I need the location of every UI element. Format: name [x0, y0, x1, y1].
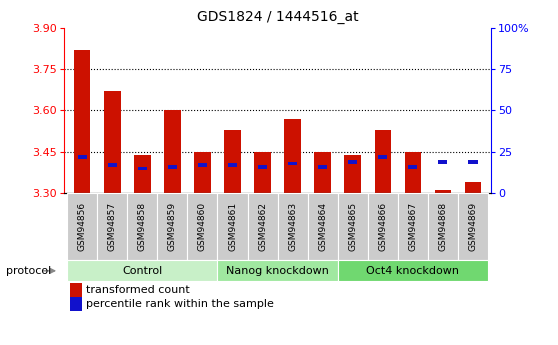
Text: GSM94867: GSM94867: [408, 202, 417, 252]
Bar: [338, 193, 368, 260]
Bar: [374, 130, 391, 193]
Text: GSM94864: GSM94864: [318, 202, 327, 252]
Bar: [187, 193, 218, 260]
Bar: [74, 50, 90, 193]
Text: GSM94865: GSM94865: [348, 202, 357, 252]
Text: GSM94868: GSM94868: [439, 202, 448, 252]
Bar: [67, 193, 97, 260]
Text: GSM94866: GSM94866: [378, 202, 387, 252]
Bar: [194, 152, 211, 193]
Bar: [224, 130, 241, 193]
Bar: [164, 110, 181, 193]
Bar: [198, 163, 207, 167]
Text: GSM94860: GSM94860: [198, 202, 207, 252]
Bar: [108, 163, 117, 167]
Bar: [307, 193, 338, 260]
Bar: [378, 155, 387, 159]
Bar: [97, 193, 127, 260]
Text: Nanog knockdown: Nanog knockdown: [226, 266, 329, 276]
Bar: [344, 155, 361, 193]
Bar: [314, 152, 331, 193]
Bar: [405, 152, 421, 193]
Text: protocol: protocol: [6, 266, 51, 276]
Bar: [168, 165, 177, 168]
Bar: [469, 160, 478, 164]
Bar: [78, 155, 86, 159]
Text: GSM94863: GSM94863: [288, 202, 297, 252]
Bar: [254, 152, 271, 193]
Bar: [285, 119, 301, 193]
Text: Control: Control: [122, 266, 162, 276]
Bar: [348, 160, 357, 164]
Bar: [218, 260, 338, 281]
Text: GSM94861: GSM94861: [228, 202, 237, 252]
Bar: [134, 155, 151, 193]
Bar: [278, 193, 307, 260]
Bar: [157, 193, 187, 260]
Bar: [138, 167, 147, 170]
Bar: [288, 161, 297, 165]
Text: transformed count: transformed count: [86, 285, 190, 295]
Bar: [248, 193, 278, 260]
Text: GSM94856: GSM94856: [78, 202, 86, 252]
Bar: [104, 91, 121, 193]
Text: percentile rank within the sample: percentile rank within the sample: [86, 299, 275, 308]
Text: GSM94857: GSM94857: [108, 202, 117, 252]
Text: GSM94858: GSM94858: [138, 202, 147, 252]
Bar: [228, 163, 237, 167]
Bar: [258, 165, 267, 168]
Bar: [218, 193, 248, 260]
Bar: [398, 193, 428, 260]
Text: GSM94859: GSM94859: [168, 202, 177, 252]
Text: GSM94862: GSM94862: [258, 202, 267, 252]
Text: GDS1824 / 1444516_at: GDS1824 / 1444516_at: [197, 10, 358, 24]
Bar: [318, 165, 327, 168]
Bar: [67, 260, 218, 281]
Bar: [428, 193, 458, 260]
Bar: [458, 193, 488, 260]
Bar: [465, 182, 481, 193]
Bar: [368, 193, 398, 260]
Bar: [338, 260, 488, 281]
Text: Oct4 knockdown: Oct4 knockdown: [367, 266, 459, 276]
Text: GSM94869: GSM94869: [469, 202, 478, 252]
Bar: [435, 190, 451, 193]
Bar: [127, 193, 157, 260]
Bar: [439, 160, 448, 164]
Bar: [408, 165, 417, 168]
